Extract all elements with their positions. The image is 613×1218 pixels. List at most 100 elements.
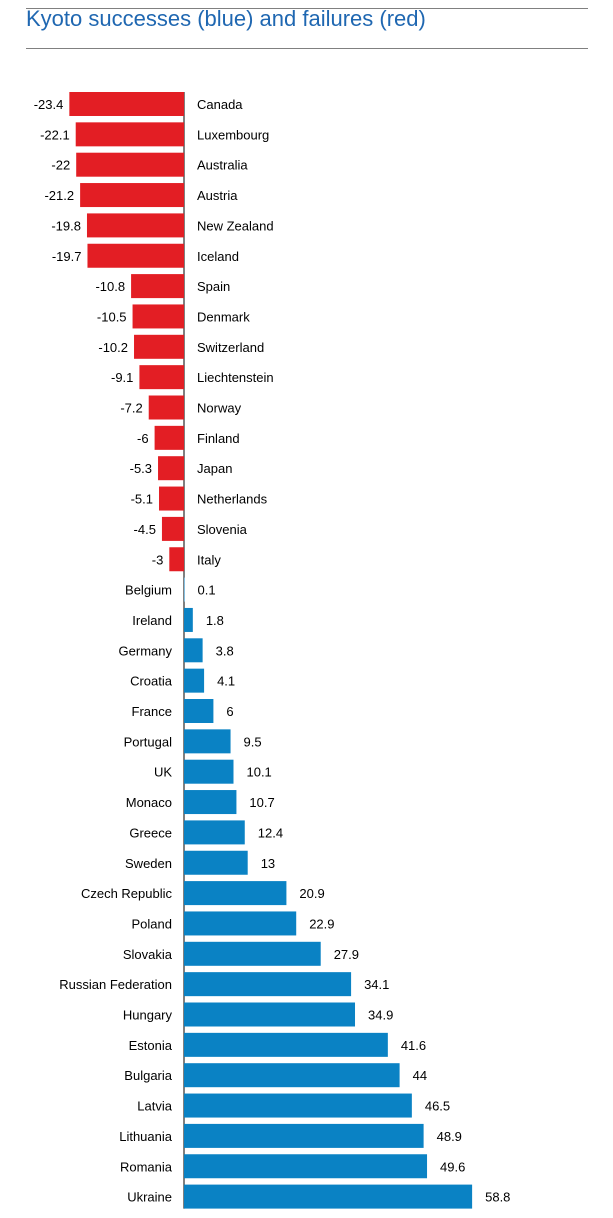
value-label: -3 <box>152 552 164 567</box>
value-label: 46.5 <box>425 1099 450 1114</box>
value-label: 3.8 <box>216 643 234 658</box>
category-label: Slovenia <box>197 522 248 537</box>
category-label: Denmark <box>197 309 250 324</box>
bar <box>184 1123 424 1148</box>
category-label: Sweden <box>125 856 172 871</box>
bar <box>184 790 237 815</box>
value-label: 41.6 <box>401 1038 426 1053</box>
category-label: Liechtenstein <box>197 370 274 385</box>
value-label: -21.2 <box>44 188 74 203</box>
bar <box>184 699 214 723</box>
value-label: -4.5 <box>134 522 156 537</box>
bar <box>184 881 287 906</box>
category-label: Finland <box>197 431 240 446</box>
category-label: Estonia <box>129 1038 173 1053</box>
category-label: Switzerland <box>197 340 264 355</box>
category-label: Monaco <box>126 795 172 810</box>
value-label: -19.7 <box>52 249 82 264</box>
bar <box>87 243 184 268</box>
value-label: -10.8 <box>95 279 125 294</box>
value-label: 58.8 <box>485 1190 510 1205</box>
chart-title: Kyoto successes (blue) and failures (red… <box>26 6 426 31</box>
bar <box>132 304 184 329</box>
category-label: Croatia <box>130 674 173 689</box>
title-bottom-rule <box>26 48 588 49</box>
bar <box>184 729 231 754</box>
category-label: Romania <box>120 1159 173 1174</box>
category-label: Norway <box>197 401 242 416</box>
bar <box>184 668 205 693</box>
category-label: Greece <box>129 825 172 840</box>
value-label: 12.4 <box>258 825 283 840</box>
value-label: 10.1 <box>246 765 271 780</box>
category-label: Spain <box>197 279 230 294</box>
category-label: Belgium <box>125 583 172 598</box>
bar <box>184 1002 356 1027</box>
bar <box>184 911 297 936</box>
bar <box>184 1154 428 1179</box>
bar <box>184 1032 388 1057</box>
category-label: France <box>132 704 172 719</box>
value-label: -23.4 <box>34 97 64 112</box>
bar <box>184 850 248 875</box>
bar <box>154 425 184 450</box>
category-label: Netherlands <box>197 492 268 507</box>
value-label: 6 <box>226 704 233 719</box>
value-label: 4.1 <box>217 674 235 689</box>
category-label: Slovakia <box>123 947 173 962</box>
value-label: -5.1 <box>131 492 153 507</box>
bar <box>76 152 184 177</box>
value-label: -9.1 <box>111 370 133 385</box>
category-label: Italy <box>197 552 221 567</box>
bar <box>139 365 184 390</box>
bar <box>69 92 184 116</box>
bar <box>148 395 184 420</box>
value-label: -7.2 <box>120 401 142 416</box>
category-label: UK <box>154 765 172 780</box>
title-top-rule <box>26 8 588 9</box>
bar <box>158 456 184 481</box>
category-label: Canada <box>197 97 243 112</box>
category-label: Russian Federation <box>59 977 172 992</box>
category-label: Poland <box>132 916 172 931</box>
value-label: 10.7 <box>249 795 274 810</box>
category-label: Latvia <box>137 1099 172 1114</box>
bar <box>86 213 184 238</box>
category-label: Iceland <box>197 249 239 264</box>
bar <box>184 607 193 632</box>
value-label: -6 <box>137 431 149 446</box>
value-label: 20.9 <box>299 886 324 901</box>
value-label: -22 <box>51 158 70 173</box>
value-label: -5.3 <box>130 461 152 476</box>
category-label: Czech Republic <box>81 886 173 901</box>
category-label: Ireland <box>132 613 172 628</box>
value-label: 48.9 <box>437 1129 462 1144</box>
value-label: 13 <box>261 856 275 871</box>
value-label: -19.8 <box>51 218 81 233</box>
value-label: -10.2 <box>98 340 128 355</box>
bar <box>184 972 352 997</box>
bar <box>169 547 184 572</box>
bar <box>184 941 321 966</box>
category-label: Australia <box>197 158 248 173</box>
value-label: 34.9 <box>368 1008 393 1023</box>
bar <box>184 820 245 845</box>
category-label: Ukraine <box>127 1190 172 1205</box>
bar <box>184 1063 400 1088</box>
value-label: 34.1 <box>364 977 389 992</box>
category-label: Germany <box>119 643 173 658</box>
value-label: 22.9 <box>309 916 334 931</box>
value-label: 9.5 <box>244 734 262 749</box>
value-label: 49.6 <box>440 1159 465 1174</box>
category-label: Bulgaria <box>124 1068 172 1083</box>
category-label: New Zealand <box>197 218 274 233</box>
category-label: Austria <box>197 188 238 203</box>
category-label: Luxembourg <box>197 127 269 142</box>
category-label: Hungary <box>123 1008 173 1023</box>
value-label: 1.8 <box>206 613 224 628</box>
bar <box>184 638 203 663</box>
category-label: Japan <box>197 461 232 476</box>
bar <box>184 1184 473 1209</box>
bar <box>184 1093 412 1118</box>
bar <box>161 516 184 541</box>
